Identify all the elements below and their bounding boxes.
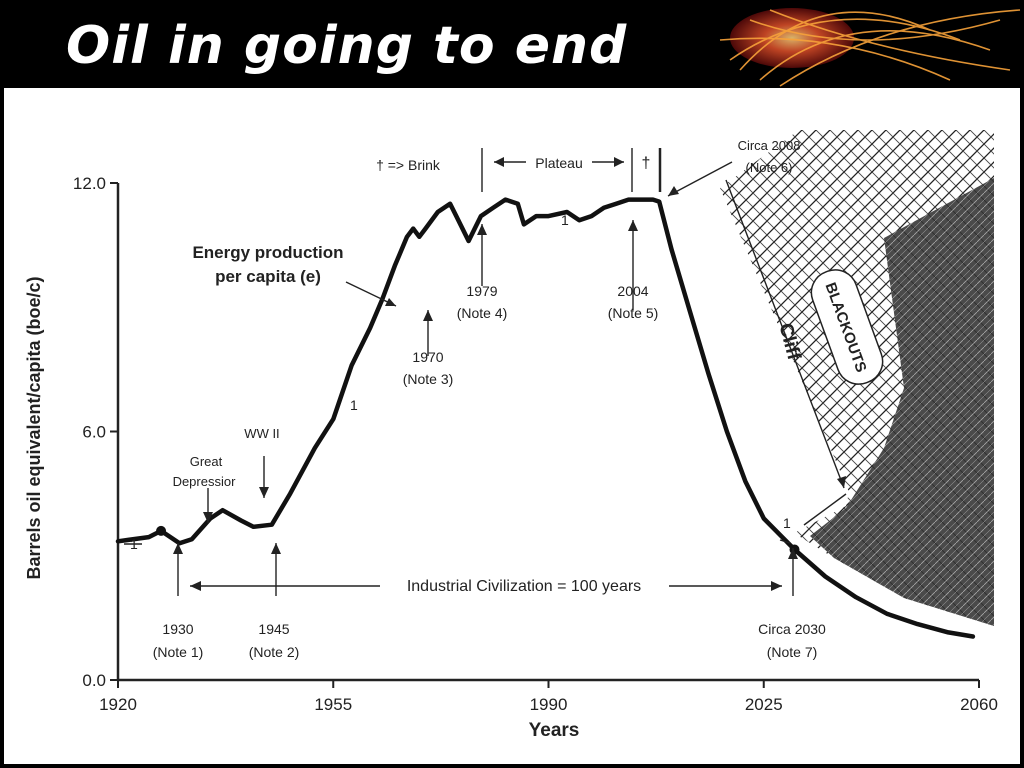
blackouts-dense-region xyxy=(810,178,994,626)
y-tick-label: 6.0 xyxy=(82,423,106,442)
y-tick-label: 12.0 xyxy=(73,174,106,193)
curve-markers: 1 1 1 1 xyxy=(130,212,791,552)
label-note1: (Note 1) xyxy=(153,644,204,660)
curve-marker: 1 xyxy=(561,212,569,228)
circa2008-line2: (Note 6) xyxy=(746,160,793,175)
x-tick-label: 1920 xyxy=(99,695,137,714)
x-tick-label: 2060 xyxy=(960,695,998,714)
label-note3: (Note 3) xyxy=(403,371,454,387)
curve-marker: 1 xyxy=(350,397,358,413)
label-2004: 2004 xyxy=(617,283,648,299)
y-axis-label: Barrels oil equivalent/capita (boe/c) xyxy=(24,276,44,579)
label-1945: 1945 xyxy=(258,621,289,637)
plateau-label: Plateau xyxy=(535,155,582,171)
industrial-civilization-label: Industrial Civilization = 100 years xyxy=(407,578,641,595)
energy-label-line1: Energy production xyxy=(192,243,343,262)
sun-flare-decoration xyxy=(719,8,1021,87)
slide-title: Oil in going to end xyxy=(66,16,628,76)
circa2008-line1: Circa 2008 xyxy=(738,138,801,153)
brink-label: † => Brink xyxy=(376,157,441,173)
curve-marker: 1 xyxy=(130,536,138,552)
x-tick-label: 1955 xyxy=(314,695,352,714)
label-note7: (Note 7) xyxy=(767,644,818,660)
chart-panel: BLACKOUTS 1920 1955 1990 2025 2060 0.0 6.0 12.… xyxy=(4,88,1020,764)
energy-per-capita-line xyxy=(115,197,976,639)
label-note5: (Note 5) xyxy=(608,305,659,321)
y-ticks: 0.0 6.0 12.0 xyxy=(73,174,118,690)
x-axis-label: Years xyxy=(529,720,580,741)
label-circa2030: Circa 2030 xyxy=(758,621,826,637)
ww2-label: WW II xyxy=(244,426,279,441)
dagger-label: † xyxy=(642,155,651,172)
x-ticks: 1920 1955 1990 2025 2060 xyxy=(99,680,998,714)
x-tick-label: 2025 xyxy=(745,695,783,714)
arrow-heads xyxy=(173,157,846,591)
label-note4: (Note 4) xyxy=(457,305,508,321)
data-point-marker xyxy=(156,525,167,536)
label-1930: 1930 xyxy=(162,621,193,637)
x-tick-label: 1990 xyxy=(530,695,568,714)
label-1970: 1970 xyxy=(412,349,443,365)
great-depression-line1: Great xyxy=(190,454,223,469)
y-tick-label: 0.0 xyxy=(82,671,106,690)
great-depression-line2: Depressior xyxy=(173,474,237,489)
energy-label-line2: per capita (e) xyxy=(215,267,321,286)
label-note2: (Note 2) xyxy=(249,644,300,660)
label-1979: 1979 xyxy=(466,283,497,299)
curve-marker: 1 xyxy=(783,515,791,531)
energy-chart: BLACKOUTS 1920 1955 1990 2025 2060 0.06.012.… xyxy=(24,130,998,741)
